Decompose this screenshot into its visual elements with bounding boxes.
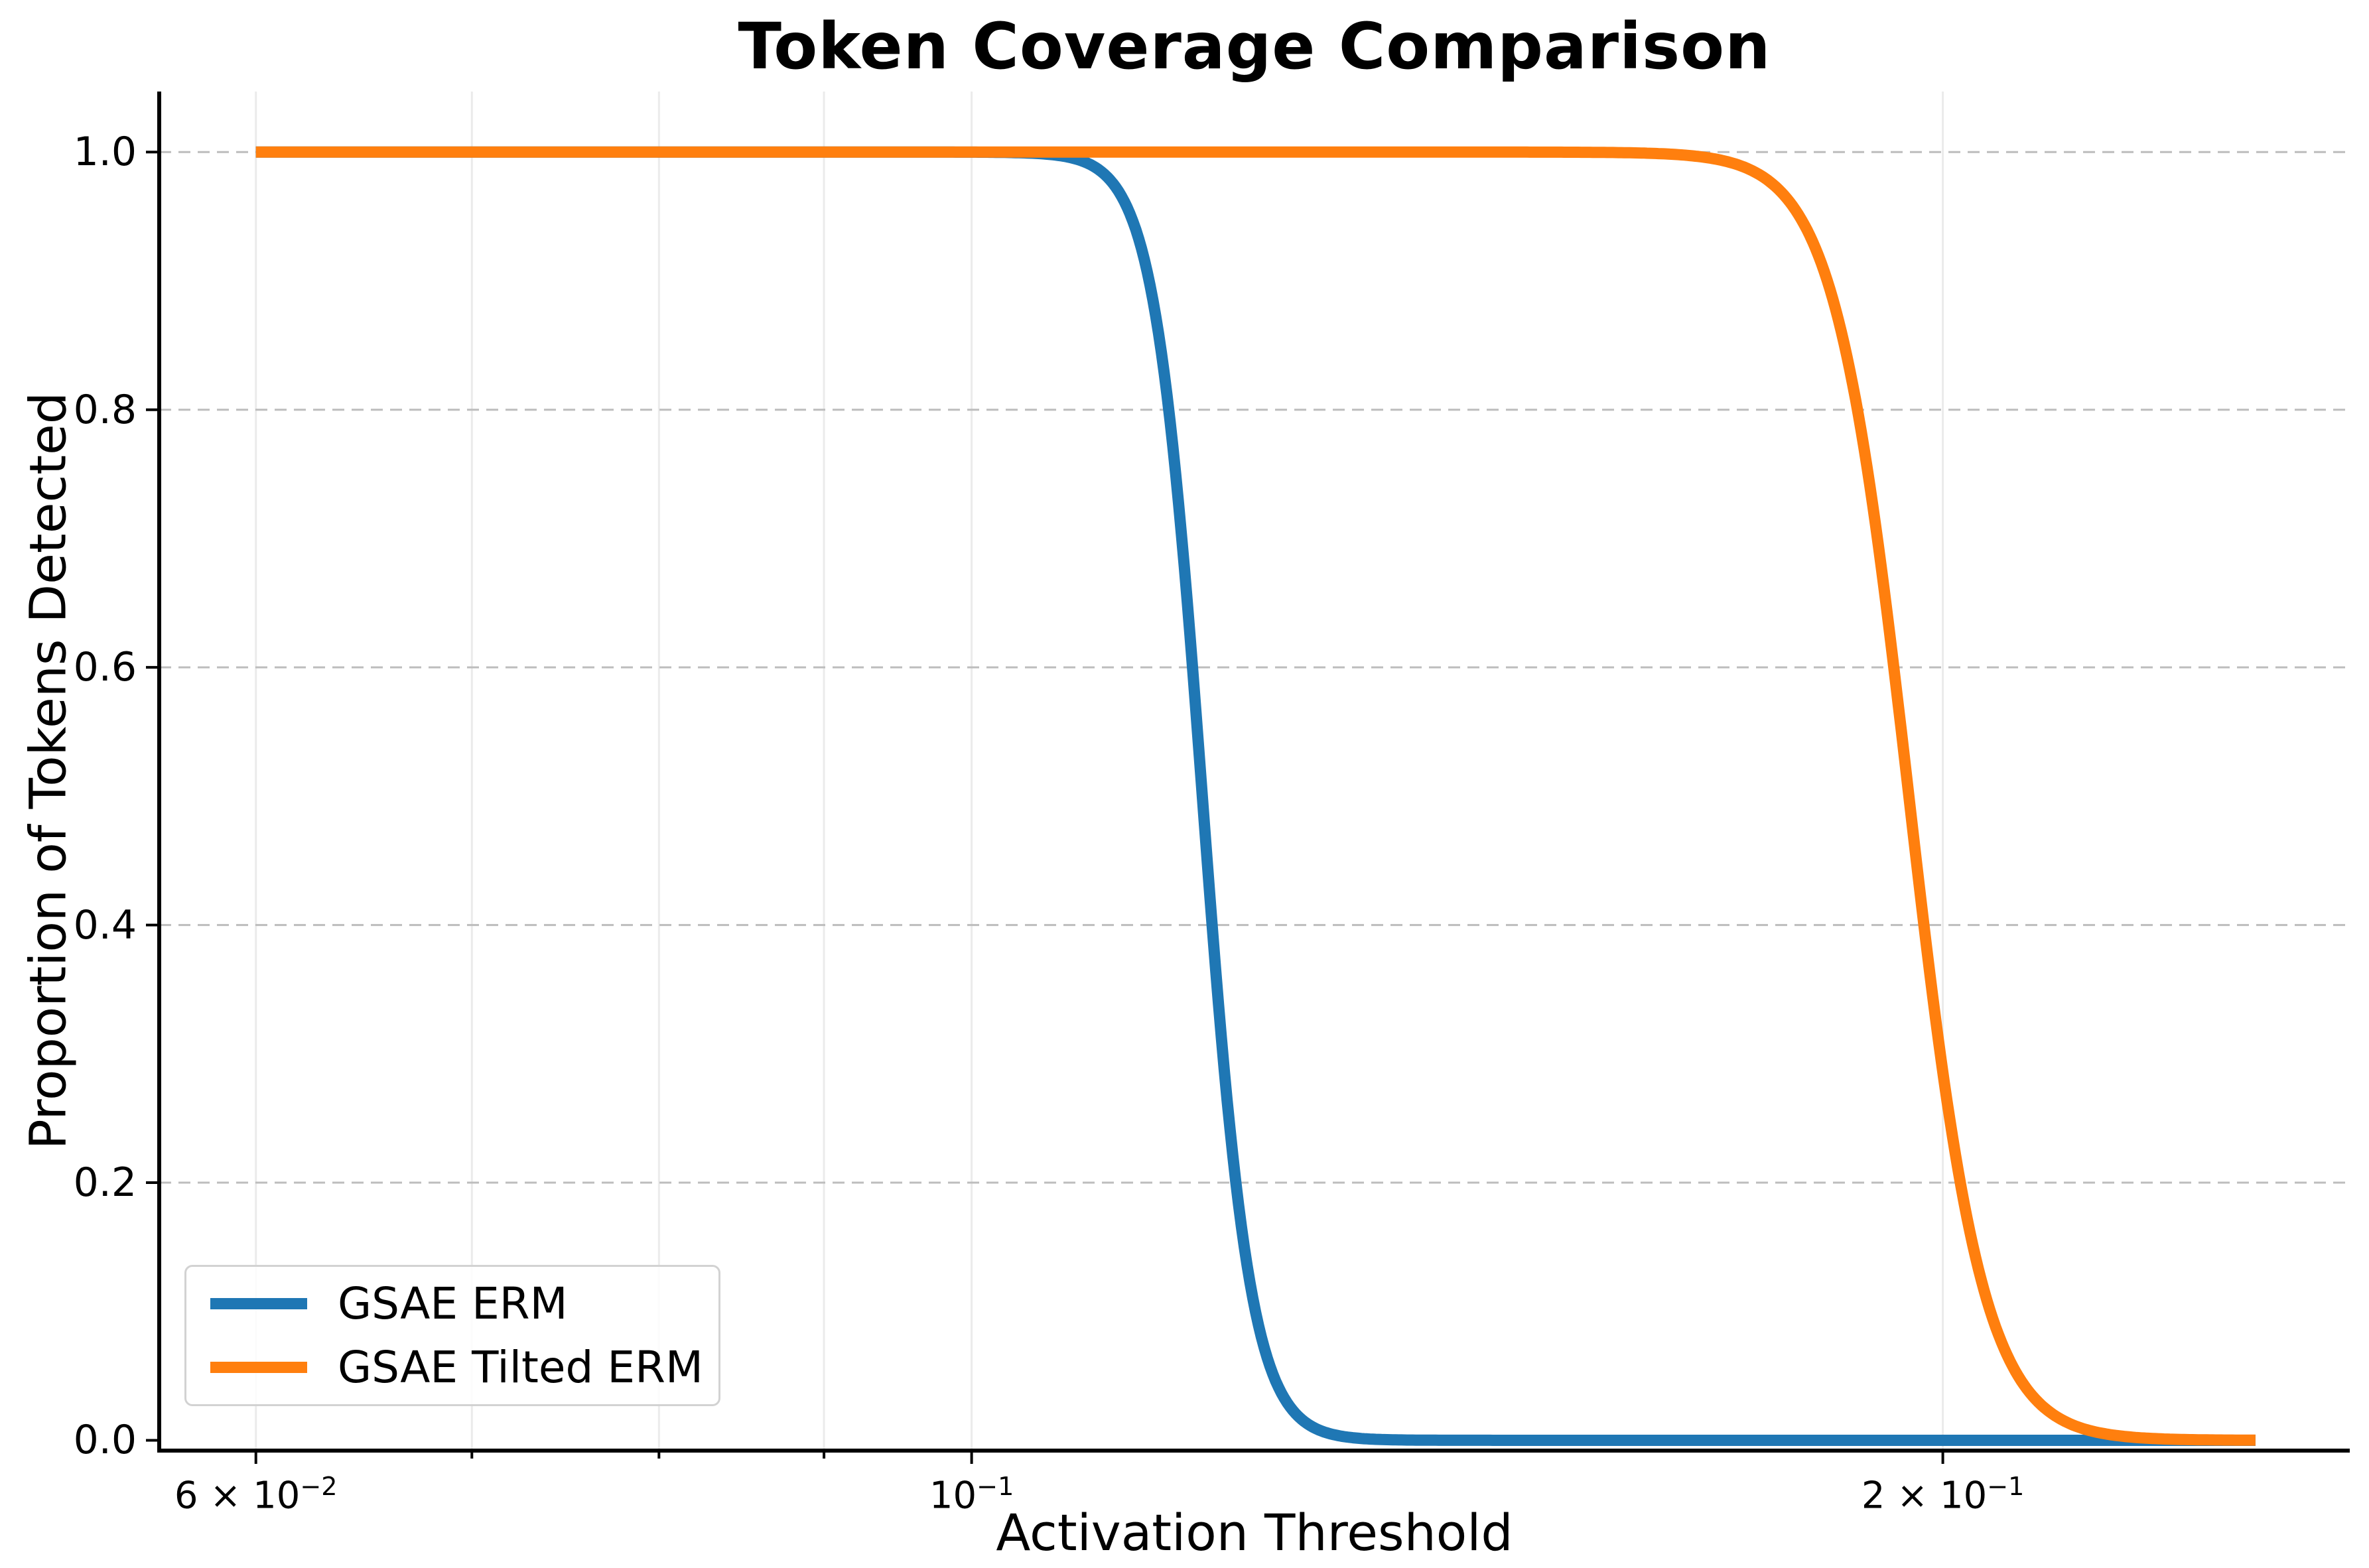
y-tick-label-0.8: 0.8 <box>73 386 137 433</box>
vertical-gridlines <box>255 92 1944 1451</box>
legend-swatch-gsae-tilted-erm <box>210 1362 307 1373</box>
legend: GSAE ERM GSAE Tilted ERM <box>184 1265 720 1406</box>
legend-swatch-gsae-erm <box>210 1298 307 1309</box>
legend-row-gsae-erm: GSAE ERM <box>210 1277 718 1329</box>
x-tick-label-0.2: 2 × 10−1 <box>1861 1472 2025 1518</box>
legend-label-gsae-erm: GSAE ERM <box>338 1277 568 1329</box>
chart-title: Token Coverage Comparison <box>738 9 1771 84</box>
series-line-gsae-erm <box>253 146 2259 1446</box>
legend-label-gsae-tilted-erm: GSAE Tilted ERM <box>338 1341 703 1393</box>
axis-spines <box>157 92 2350 1453</box>
y-tick-label-0.2: 0.2 <box>73 1159 137 1207</box>
y-tick-label-0.6: 0.6 <box>73 644 137 691</box>
y-axis-title: Proportion of Tokens Detected <box>18 391 78 1150</box>
x-tick-label-0.1: 10−1 <box>929 1472 1014 1518</box>
x-tick-label-0.06: 6 × 10−2 <box>174 1472 338 1518</box>
y-tick-label-0.4: 0.4 <box>73 901 137 948</box>
legend-row-gsae-tilted-erm: GSAE Tilted ERM <box>210 1341 718 1393</box>
horizontal-gridlines <box>159 151 2350 1184</box>
y-tick-label-0.0: 0.0 <box>73 1417 137 1464</box>
series-lines <box>253 146 2259 1446</box>
y-tick-label-1.0: 1.0 <box>73 129 137 176</box>
x-axis-title: Activation Threshold <box>996 1503 1513 1562</box>
axis-tick-marks <box>146 151 1944 1464</box>
series-line-gsae-tilted-erm <box>253 146 2259 1446</box>
